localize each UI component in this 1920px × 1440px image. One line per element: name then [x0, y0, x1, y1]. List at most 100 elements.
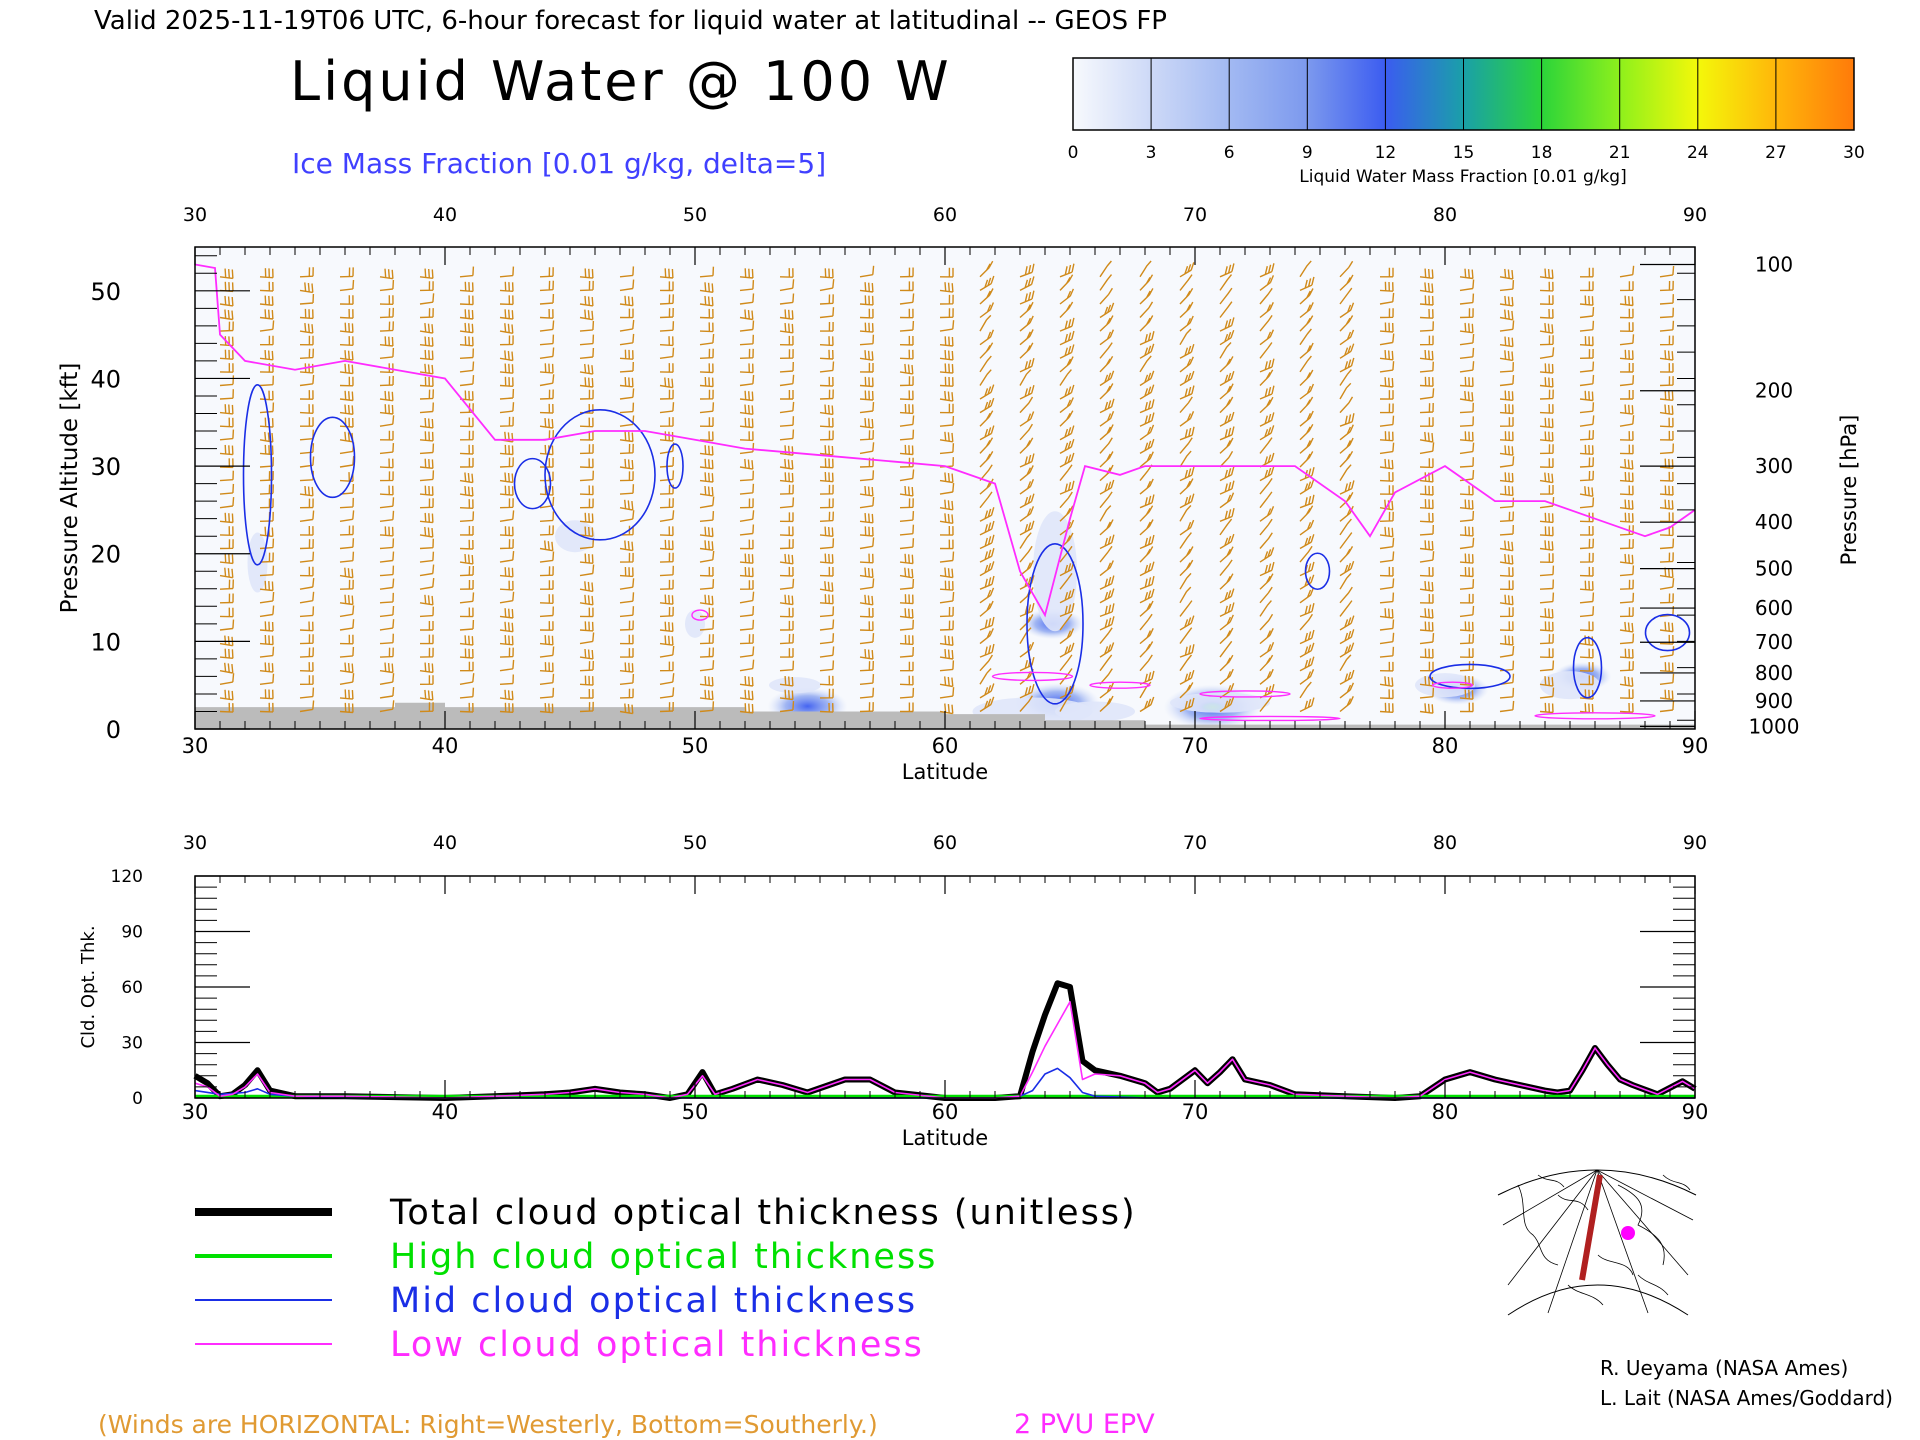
wind-barb	[939, 282, 954, 293]
wind-barb	[1139, 505, 1154, 522]
wind-barb	[979, 342, 994, 359]
wind-barb	[699, 676, 714, 687]
wind-barb	[339, 390, 354, 402]
colorbar-frame	[1072, 57, 1855, 131]
wind-barb	[1179, 287, 1194, 305]
wind-barb	[1499, 485, 1514, 497]
wind-barb	[739, 483, 755, 495]
wind-barb	[1299, 697, 1315, 713]
pressure-tick-label: 1000	[1749, 714, 1800, 738]
wind-barb	[659, 417, 674, 427]
wind-barb	[1379, 308, 1394, 319]
wind-barb	[1179, 396, 1193, 414]
wind-barb	[1099, 695, 1114, 713]
wind-barb	[1659, 265, 1675, 278]
colorbar-segment	[1463, 58, 1543, 130]
colorbar-tick-label: 27	[1765, 143, 1787, 163]
wind-barb	[979, 616, 995, 631]
wind-barb	[1219, 287, 1233, 305]
wind-barb	[859, 496, 875, 509]
wind-barb	[579, 512, 594, 524]
wind-barb	[1099, 534, 1115, 550]
wind-barb	[1179, 437, 1193, 454]
wind-barb	[1339, 629, 1355, 645]
x-tick-label-top: 80	[1433, 204, 1457, 226]
wind-barb	[1419, 499, 1434, 510]
wind-barb	[659, 347, 675, 359]
wind-barb	[899, 594, 914, 605]
wind-barb	[1339, 615, 1355, 631]
wind-barb	[379, 619, 395, 631]
location-marker	[1621, 1226, 1635, 1240]
wind-barb	[1139, 412, 1155, 427]
lower-y-tick-label: 90	[121, 923, 143, 943]
wind-barb	[379, 578, 395, 590]
wind-barb	[1379, 333, 1395, 346]
y-tick-label: 20	[90, 541, 121, 569]
wind-barb	[619, 388, 635, 400]
wind-barb	[1539, 579, 1554, 590]
wind-barb	[219, 363, 234, 373]
wind-barb	[1619, 633, 1635, 645]
wind-barb	[1339, 329, 1355, 346]
wind-barb	[819, 594, 834, 605]
wind-barb	[1299, 656, 1315, 672]
wind-barb	[1179, 274, 1193, 291]
wind-barb	[620, 648, 634, 658]
wind-barb	[579, 458, 594, 469]
wind-barb	[1459, 566, 1474, 578]
wind-barb	[1419, 388, 1435, 400]
light-cloud-patch	[247, 532, 268, 593]
wind-barb	[539, 702, 554, 714]
wind-barb	[1059, 572, 1073, 590]
wind-barb	[1139, 384, 1155, 400]
wind-barb	[779, 607, 794, 618]
wind-barb	[1019, 478, 1035, 495]
wind-barb	[1339, 560, 1355, 577]
lower-y-tick-label: 60	[121, 978, 143, 998]
wind-barb	[259, 390, 274, 401]
subtitle: Ice Mass Fraction [0.01 g/kg, delta=5]	[292, 147, 826, 180]
wind-barb	[899, 293, 915, 305]
wind-barb	[1459, 689, 1474, 700]
x-tick-label-top: 30	[183, 204, 207, 226]
wind-barb	[1099, 519, 1114, 536]
wind-barb	[539, 308, 554, 319]
wind-barb	[979, 696, 995, 713]
wind-barb	[739, 417, 754, 429]
wind-barb	[259, 605, 275, 618]
wind-barb	[699, 526, 714, 538]
wind-barb	[1459, 579, 1475, 590]
wind-barb	[979, 302, 995, 319]
wind-barb	[859, 485, 874, 497]
wind-barb	[1539, 608, 1554, 619]
wind-barb	[899, 281, 914, 292]
epv-small-contour	[1534, 712, 1656, 720]
epv-small-contour	[1089, 681, 1151, 689]
wind-barb	[1379, 322, 1394, 333]
wind-barb	[699, 701, 715, 713]
wind-barb	[659, 645, 675, 658]
wind-barb	[1499, 390, 1514, 401]
wind-barb	[779, 633, 794, 645]
wind-barb	[219, 673, 235, 685]
wind-barb	[1139, 331, 1155, 346]
wind-barb	[259, 281, 274, 292]
wind-barb	[779, 512, 794, 523]
wind-barb	[299, 578, 315, 590]
wind-barb	[1419, 593, 1434, 604]
wind-barb	[899, 578, 915, 590]
wind-barb	[339, 295, 354, 305]
wind-barb	[1459, 322, 1474, 334]
wind-barb	[1019, 396, 1034, 414]
wind-barb	[1620, 390, 1634, 400]
wind-barb	[299, 606, 315, 618]
wind-barb	[619, 349, 634, 360]
wind-barb	[1019, 342, 1034, 359]
wind-barb	[739, 268, 754, 279]
x-tick-label: 70	[1182, 734, 1209, 758]
wind-barb	[939, 336, 954, 347]
wind-barb	[859, 526, 874, 537]
wind-barb	[979, 643, 995, 658]
wind-barb	[1339, 274, 1354, 291]
